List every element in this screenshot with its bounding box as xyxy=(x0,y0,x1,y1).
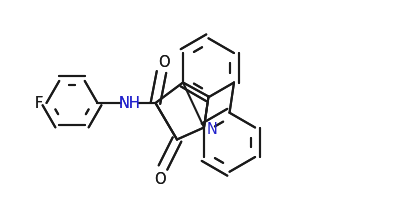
Text: NH: NH xyxy=(119,96,140,111)
Text: O: O xyxy=(158,55,169,70)
Text: F: F xyxy=(34,96,42,111)
Text: N: N xyxy=(207,121,218,136)
Text: O: O xyxy=(158,55,169,70)
Text: O: O xyxy=(154,172,166,187)
Text: O: O xyxy=(154,172,166,187)
Text: NH: NH xyxy=(119,96,140,111)
Text: F: F xyxy=(34,96,42,111)
